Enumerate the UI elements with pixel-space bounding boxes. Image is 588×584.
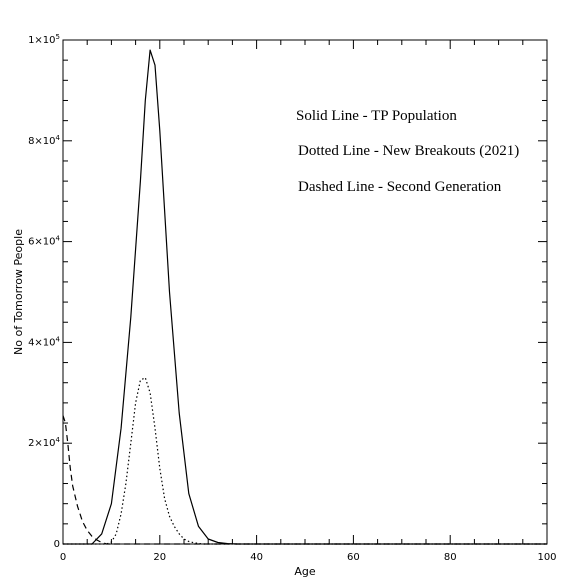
- x-tick-label: 40: [250, 552, 263, 563]
- legend-annotation-dashed: Dashed Line - Second Generation: [298, 179, 502, 195]
- y-axis-ticks: 0 2×104 4×104 6×104 8×104 1×105: [28, 33, 547, 550]
- y-tick-label: 6×104: [28, 235, 60, 248]
- x-tick-label: 100: [537, 552, 556, 563]
- series-line-dashed: [62, 415, 547, 545]
- y-tick-label: 0: [54, 539, 60, 550]
- legend-annotation-dotted: Dotted Line - New Breakouts (2021): [298, 143, 519, 159]
- y-tick-label: 1×105: [28, 33, 60, 46]
- x-tick-label: 20: [153, 552, 166, 563]
- x-tick-label: 80: [444, 552, 457, 563]
- x-axis-label: Age: [294, 565, 316, 578]
- legend-annotation-solid: Solid Line - TP Population: [296, 108, 457, 124]
- series-line-solid: [63, 49, 547, 545]
- series-line-dotted: [63, 377, 547, 545]
- y-tick-label: 8×104: [28, 134, 60, 147]
- x-tick-label: 0: [60, 552, 66, 563]
- y-axis-label: No of Tomorrow People: [12, 229, 25, 355]
- x-tick-label: 60: [347, 552, 360, 563]
- y-tick-label: 4×104: [28, 335, 60, 348]
- y-tick-label: 2×104: [28, 436, 60, 449]
- series-layer: [62, 49, 547, 545]
- x-axis-ticks: 0 20 40 60 80 100: [60, 40, 557, 563]
